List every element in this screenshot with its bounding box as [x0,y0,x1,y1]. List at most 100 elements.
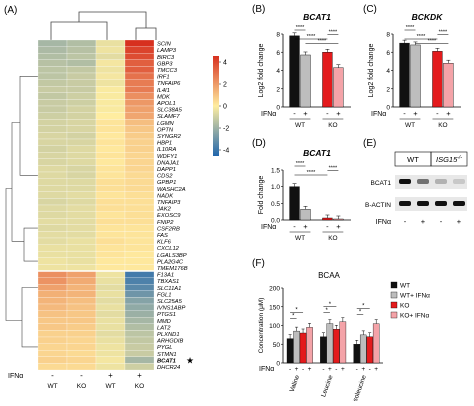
heatmap-cell [37,125,68,133]
heatmap-cell [124,152,155,159]
y-axis-label: Log2 fold change [258,44,265,98]
heatmap-cell [37,270,68,278]
ifn-label: IFNα [261,111,276,118]
heatmap-cell [95,198,126,206]
heatmap-cell [66,224,97,232]
y-tick-label: 2 [386,86,390,93]
heatmap-cell [95,290,126,298]
group-label: WT [405,122,415,129]
heatmap-cell [66,270,97,278]
panel-label-f: (F) [252,258,265,269]
heatmap-cell [95,257,126,265]
heatmap-cell [66,152,97,159]
gene-label: SLC25A5 [157,299,183,305]
bar [353,344,361,364]
ifn-label: IFNα [371,111,386,118]
heatmap-cell [37,132,68,140]
heatmap-cell [66,277,97,285]
gene-label: NADK [157,193,174,199]
heatmap-cell [66,198,97,206]
heatmap-cell [37,284,68,291]
heatmap-cell [124,350,155,357]
blot-band-bcat1 [435,179,447,184]
heatmap-cell [37,350,68,357]
gene-labels: SCINLAMP3BIRC3GBP3TMCC3IRF1TNFAIP6IL4I1M… [156,42,194,371]
heatmap-cell [37,86,68,93]
blot-background [395,175,467,189]
heatmap-cell [37,178,68,186]
x-sign: - [335,366,337,373]
bar [399,42,410,108]
heatmap-cell [66,257,97,265]
x-sign: + [446,109,451,118]
bar [432,51,443,108]
heatmap-cell [66,303,97,311]
gene-label: WDFY1 [157,154,177,160]
gene-label: TMEM176B [157,266,188,272]
panel-label-a: (A) [4,5,17,16]
sig-label: * [329,302,332,308]
dendro-branch [19,76,38,176]
bar [306,327,313,364]
gene-label: APOL1 [156,101,176,107]
chart-title: BCAT1 [303,12,331,22]
x-sign: + [413,109,418,118]
heatmap-cell [95,119,126,126]
heatmap-cell [37,46,68,54]
heatmap-cell [37,211,68,219]
heatmap-cell [66,86,97,93]
ifn-label: IFNα [376,219,391,226]
heatmap-cell [66,330,97,338]
gene-label: LAT2 [157,325,171,331]
blot-background [395,197,467,211]
column-group: WT [47,383,57,390]
dendro-branch [5,188,22,321]
bar [366,336,373,364]
heatmap-cell [66,171,97,179]
gene-label: BCAT1 [157,358,176,364]
heatmap-cell [37,165,68,173]
heatmap-cell [95,165,126,173]
gene-label: SLAMF7 [157,114,180,120]
category-label: Isoleucine [351,374,368,401]
group-box-ko [430,151,468,167]
gene-label: FGL1 [157,292,172,298]
sig-label: **** [296,161,305,167]
heatmap-cell [95,363,126,371]
bar [333,218,344,221]
y-tick-label: 6 [276,50,280,57]
panel-label-b: (B) [252,4,265,15]
heatmap-cell [66,237,97,245]
heatmap-cell [124,363,155,371]
heatmap-cell [37,138,68,146]
heatmap-cell [95,277,126,285]
x-sign: - [369,366,371,373]
gene-label: GBP3 [157,61,173,67]
x-sign: + [336,109,341,118]
heatmap-cell [37,257,68,265]
x-sign: - [289,366,291,373]
blot-band-actin [453,201,465,206]
heatmap-cell [95,92,126,100]
chart-title: BCKDK [412,12,444,22]
sig-label: **** [307,170,316,176]
legend-label: WT+ IFNα [400,293,430,300]
heatmap-cell [95,105,126,113]
heatmap-cell [37,59,68,67]
gene-label: LGALS3BP [157,253,187,259]
blot-band-bcat1 [417,179,429,184]
heatmap-cell [66,323,97,331]
gene-label: BIRC3 [157,55,175,61]
panel-label-c: (C) [363,4,377,15]
gene-label: FAS [157,233,168,239]
x-sign: - [436,109,439,118]
x-sign: - [293,222,296,231]
heatmap-cell [95,343,126,351]
gene-label: IVNS1ABP [157,306,185,312]
sig-label: **** [417,34,426,40]
heatmap-cell [124,59,155,67]
heatmap-cell [95,317,126,324]
heatmap-cell [37,330,68,338]
